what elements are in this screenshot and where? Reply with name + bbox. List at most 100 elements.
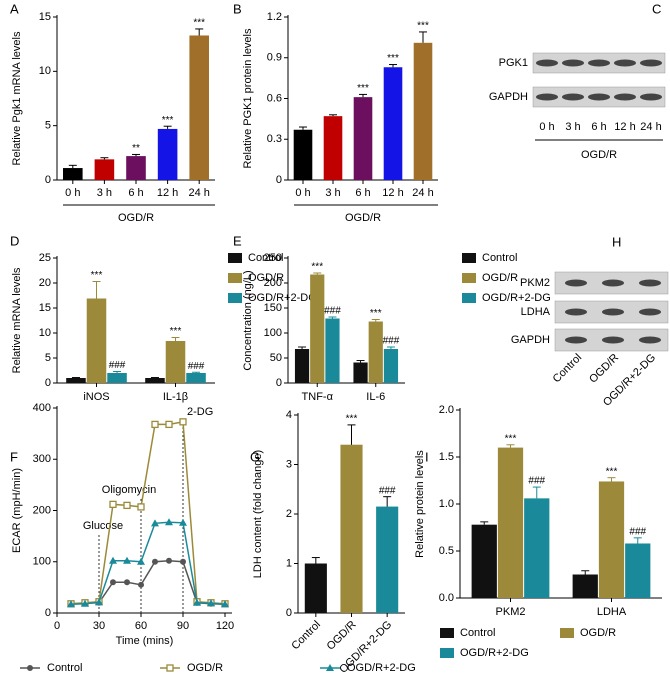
blot-row-label: LDHA (521, 306, 551, 318)
legend-label: OGD/R+2-DG (248, 292, 317, 304)
marker (123, 501, 131, 510)
y-tick-label: 5 (45, 120, 51, 132)
marker (110, 579, 116, 586)
x-axis-label: OGD/R (345, 212, 381, 224)
blot-row-label: GAPDH (489, 91, 528, 103)
bar (625, 543, 651, 598)
bar (63, 168, 83, 180)
y-tick-label: 400 (33, 402, 51, 414)
y-tick-label: 300 (33, 453, 51, 465)
blot-xlabel: OGD/R (581, 149, 617, 161)
legend-marker (326, 664, 334, 671)
bar (186, 373, 206, 383)
legend-label: OGD/R (248, 272, 284, 284)
marker (193, 598, 201, 606)
y-tick-label: 2 (286, 508, 292, 520)
y-tick-label: 100 (33, 556, 51, 568)
y-tick-label: 150 (264, 302, 282, 314)
blot-band (602, 279, 624, 287)
y-tick-label: 5 (45, 352, 51, 364)
blot-band (588, 93, 610, 101)
y-axis-label: Relative protein levels (414, 450, 426, 558)
y-tick-label: 15 (39, 11, 51, 23)
marker (137, 503, 145, 511)
bar (383, 67, 403, 180)
y-axis-label: ECAR (mpH/min) (11, 468, 23, 553)
legend-label: Control (47, 662, 82, 674)
event-label: Glucose (83, 520, 123, 532)
bar (304, 563, 327, 613)
bar (294, 349, 310, 383)
bar (368, 321, 383, 383)
blot-band (639, 336, 661, 344)
series-line (70, 559, 226, 606)
panel-letter: E (233, 233, 242, 248)
y-tick-label: 0 (286, 607, 292, 619)
blot-band (536, 93, 558, 101)
bar (189, 35, 209, 181)
bar (497, 447, 524, 598)
y-axis-label: LDH content (fold change) (252, 450, 264, 578)
panel-letter: C (652, 1, 661, 16)
x-tick-label: 90 (177, 620, 189, 632)
y-tick-label: 15 (39, 302, 51, 314)
panel-letter: G (250, 449, 260, 464)
marker (207, 599, 215, 607)
blot-band (536, 59, 558, 67)
x-axis-label: OGD/R (118, 212, 154, 224)
marker (124, 579, 130, 586)
legend-swatch (560, 628, 574, 638)
significance: ### (324, 306, 341, 317)
blot-band (565, 279, 587, 287)
significance: *** (606, 466, 618, 477)
marker (165, 420, 173, 429)
significance: *** (311, 262, 323, 273)
marker (151, 420, 159, 429)
legend-swatch (228, 253, 242, 263)
marker (95, 598, 103, 606)
bar (413, 42, 433, 180)
y-tick-label: 10 (39, 65, 51, 77)
blot-band (640, 59, 662, 67)
blot-lane-label: 3 h (565, 121, 580, 133)
y-tick-label: 0 (45, 607, 51, 619)
legend-label: Control (248, 252, 283, 264)
blot-band (639, 308, 661, 316)
x-tick-label: 12 h (382, 187, 403, 199)
legend-swatch (228, 273, 242, 283)
marker (151, 519, 159, 527)
significance: *** (505, 433, 517, 444)
y-tick-label: 20 (39, 277, 51, 289)
bar (94, 159, 115, 180)
panel-letter: A (10, 1, 19, 16)
bar (325, 318, 340, 383)
marker (179, 518, 187, 526)
marker (166, 557, 172, 564)
y-tick-label: 100 (264, 327, 282, 339)
blot-row-label: GAPDH (511, 334, 550, 346)
y-tick-label: 25 (39, 252, 51, 264)
x-tick-label: IL-6 (366, 391, 385, 403)
blot-band (588, 59, 610, 67)
y-tick-label: 200 (33, 504, 51, 516)
significance: *** (193, 18, 205, 29)
marker (179, 418, 187, 426)
y-tick-label: 0 (276, 174, 282, 186)
legend-swatch (228, 293, 242, 303)
bar (340, 444, 363, 613)
blot-band (614, 93, 636, 101)
bar (66, 378, 86, 383)
blot-band (562, 93, 584, 101)
y-axis-label: Concentration (ng/L) (242, 270, 254, 370)
y-tick-label: 1 (286, 557, 292, 569)
x-tick-label: iNOS (83, 391, 109, 403)
blot-lane-label: 6 h (591, 121, 606, 133)
x-tick-label: TNF-α (302, 391, 334, 403)
legend-marker (27, 665, 33, 671)
x-tick-label: 6 h (128, 187, 143, 199)
x-tick-label: OGD/R (325, 619, 359, 653)
significance: *** (370, 308, 382, 319)
significance: ### (629, 526, 646, 537)
bar (293, 129, 313, 180)
